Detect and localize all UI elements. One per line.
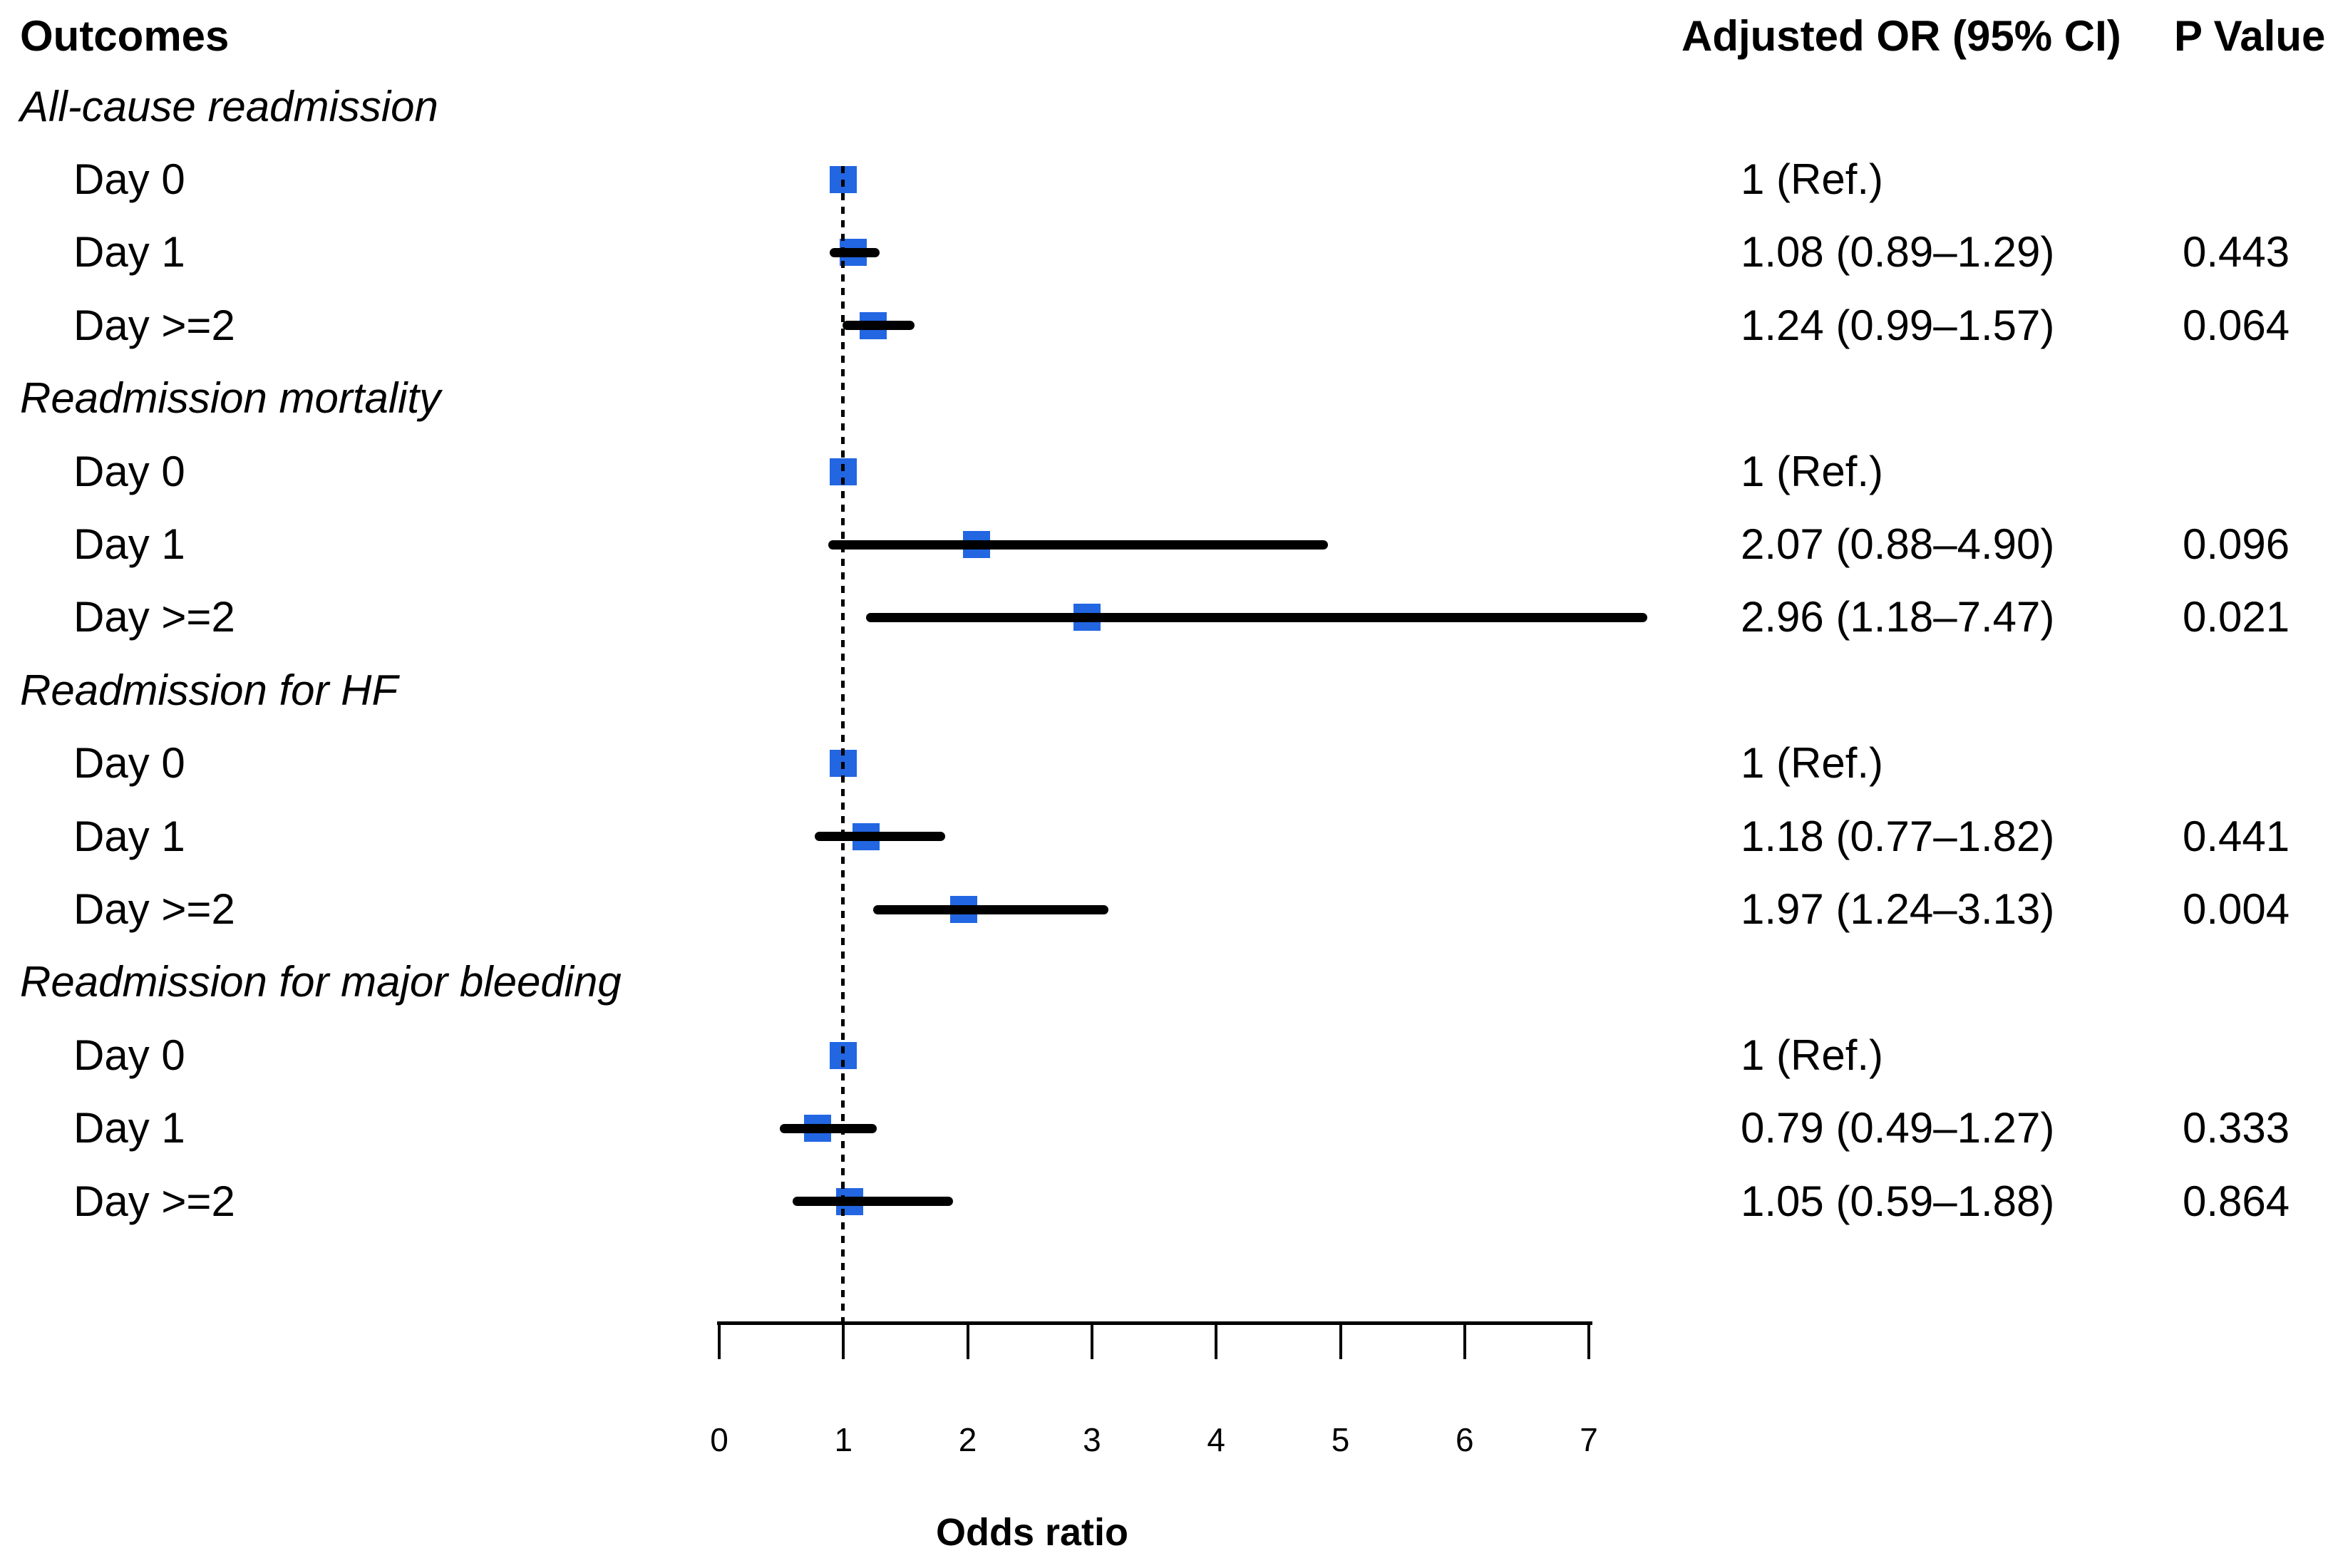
x-axis-tick <box>842 1325 845 1359</box>
x-axis-tick <box>1339 1325 1342 1359</box>
row-label: Day >=2 <box>73 593 235 641</box>
or-ci-value: 1.08 (0.89–1.29) <box>1741 228 2055 277</box>
column-header-adjusted-or: Adjusted OR (95% CI) <box>1681 12 2121 60</box>
row-label: Day >=2 <box>73 1177 235 1225</box>
x-axis-tick <box>1587 1325 1591 1359</box>
row-label: Day 0 <box>73 447 185 495</box>
x-axis-tick-label: 2 <box>958 1421 977 1458</box>
or-ci-value: 0.79 (0.49–1.27) <box>1741 1104 2055 1152</box>
or-ci-value: 1.18 (0.77–1.82) <box>1741 812 2055 860</box>
x-axis-tick-label: 6 <box>1456 1421 1474 1458</box>
or-ci-value: 1.05 (0.59–1.88) <box>1741 1177 2055 1225</box>
x-axis-tick <box>1463 1325 1466 1359</box>
ci-line <box>865 612 1648 622</box>
row-label: Day >=2 <box>73 885 235 933</box>
x-axis-tick <box>966 1325 969 1359</box>
reference-line <box>841 166 845 1324</box>
row-label: Day 0 <box>73 1031 185 1079</box>
or-ci-value: 1 (Ref.) <box>1741 739 1884 788</box>
p-value: 0.333 <box>2183 1104 2290 1152</box>
row-label: Day 1 <box>73 520 185 568</box>
row-label: Day >=2 <box>73 301 235 349</box>
row-label: Day 0 <box>73 155 185 203</box>
x-axis-tick-label: 3 <box>1083 1421 1101 1458</box>
x-axis-label: Odds ratio <box>935 1511 1129 1554</box>
or-ci-value: 1 (Ref.) <box>1741 1031 1884 1079</box>
ci-line <box>830 247 880 257</box>
ci-line <box>815 832 946 842</box>
or-ci-value: 1.24 (0.99–1.57) <box>1741 301 2055 349</box>
row-label: Day 1 <box>73 228 185 277</box>
row-label: Day 1 <box>73 1104 185 1152</box>
column-header-outcomes: Outcomes <box>20 12 230 60</box>
x-axis-tick-label: 0 <box>710 1421 728 1458</box>
p-value: 0.441 <box>2183 812 2290 860</box>
p-value: 0.064 <box>2183 301 2290 349</box>
x-axis-line <box>717 1321 1592 1325</box>
x-axis-tick-label: 5 <box>1331 1421 1350 1458</box>
or-ci-value: 1 (Ref.) <box>1741 447 1884 495</box>
ci-line <box>873 904 1108 914</box>
p-value: 0.004 <box>2183 885 2290 933</box>
x-axis-tick <box>718 1325 721 1359</box>
or-ci-value: 1 (Ref.) <box>1741 155 1884 203</box>
p-value: 0.864 <box>2183 1177 2290 1225</box>
p-value: 0.443 <box>2183 228 2290 277</box>
or-ci-value: 2.07 (0.88–4.90) <box>1741 520 2055 568</box>
or-ci-value: 2.96 (1.18–7.47) <box>1741 593 2055 641</box>
group-label: Readmission mortality <box>20 374 441 423</box>
p-value: 0.021 <box>2183 593 2290 641</box>
ci-line <box>792 1197 953 1207</box>
group-label: All-cause readmission <box>20 82 438 130</box>
x-axis-tick-label: 4 <box>1207 1421 1225 1458</box>
group-label: Readmission for HF <box>20 666 398 714</box>
x-axis-tick <box>1215 1325 1218 1359</box>
ci-line <box>828 540 1329 550</box>
ci-line <box>780 1123 877 1133</box>
x-axis-tick-label: 7 <box>1580 1421 1598 1458</box>
row-label: Day 0 <box>73 739 185 788</box>
p-value: 0.096 <box>2183 520 2290 568</box>
row-label: Day 1 <box>73 812 185 860</box>
x-axis-tick-label: 1 <box>834 1421 853 1458</box>
column-header-p-value: P Value <box>2174 12 2326 60</box>
ci-line <box>842 321 915 331</box>
x-axis-tick <box>1090 1325 1093 1359</box>
group-label: Readmission for major bleeding <box>20 958 622 1006</box>
or-ci-value: 1.97 (1.24–3.13) <box>1741 885 2055 933</box>
